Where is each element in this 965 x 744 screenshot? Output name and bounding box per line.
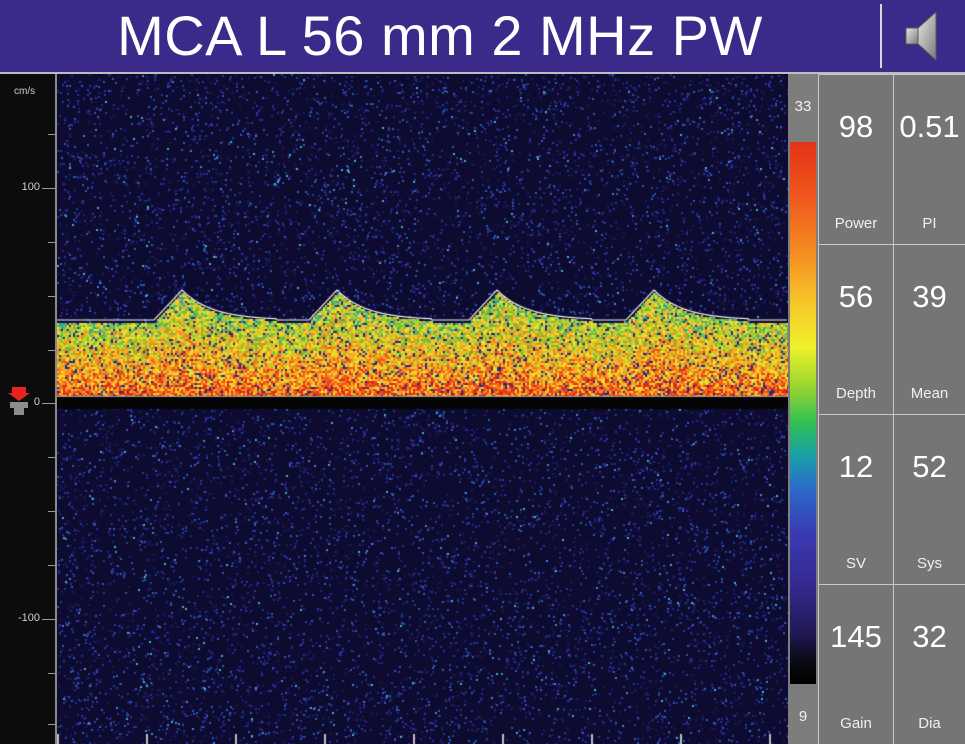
axis-label-100: 100 [21,181,40,193]
axis-label-0: 0 [33,396,40,408]
axis-tick [42,403,55,404]
param-value: 56 [838,279,874,314]
axis-line [55,74,57,744]
color-scale-bar [790,142,816,684]
axis-minor-tick [48,457,55,458]
title-bar: MCA L 56 mm 2 MHz PW [0,0,965,74]
param-label: Sys [916,555,942,572]
param-label: Depth [835,385,877,402]
param-value: 39 [912,279,947,314]
axis-minor-tick [48,724,55,725]
axis-label-minus-100: -100 [17,612,40,624]
axis-tick [42,188,55,189]
param-value: 52 [912,449,947,484]
axis-unit-label: cm/s [14,86,36,97]
param-value: 12 [838,449,874,484]
param-value: 0.51 [899,109,960,144]
param-power: 98 Power [818,74,893,244]
param-dia: 32 Dia [893,584,965,744]
param-label: PI [922,215,937,232]
doppler-spectrum [57,74,788,744]
axis-minor-tick [48,242,55,243]
speaker-icon [905,10,937,62]
velocity-axis: cm/s 100 0 -100 [0,74,57,744]
axis-minor-tick [48,673,55,674]
param-label: Gain [840,715,872,732]
param-pi: 0.51 PI [893,74,965,244]
axis-tick [42,619,55,620]
param-label: Dia [918,715,941,732]
doppler-spectrum-canvas [57,74,788,744]
axis-minor-tick [48,134,55,135]
param-label: SV [845,555,866,572]
speaker-button[interactable] [884,2,962,70]
param-sv: 12 SV [818,414,893,584]
param-sys: 52 Sys [893,414,965,584]
axis-minor-tick [48,511,55,512]
param-label: Mean [910,385,949,402]
param-label: Power [834,215,878,232]
axis-minor-tick [48,296,55,297]
param-value: 98 [838,109,874,144]
param-depth: 56 Depth [818,244,893,414]
parameter-panel: 98 Power 0.51 PI 56 Depth 39 Mean 12 SV … [818,74,965,744]
param-value: 145 [830,619,882,654]
axis-minor-tick [48,565,55,566]
baseline-arrow-icon [8,387,30,415]
color-scale: 33 9 [788,74,818,744]
param-value: 32 [912,619,947,654]
baseline-marker[interactable] [6,385,32,421]
page-title: MCA L 56 mm 2 MHz PW [117,4,763,67]
param-mean: 39 Mean [893,244,965,414]
param-gain: 145 Gain [818,584,893,744]
color-scale-max: 33 [794,98,812,115]
title-divider [880,4,882,68]
axis-minor-tick [48,350,55,351]
color-scale-min: 9 [798,708,808,725]
